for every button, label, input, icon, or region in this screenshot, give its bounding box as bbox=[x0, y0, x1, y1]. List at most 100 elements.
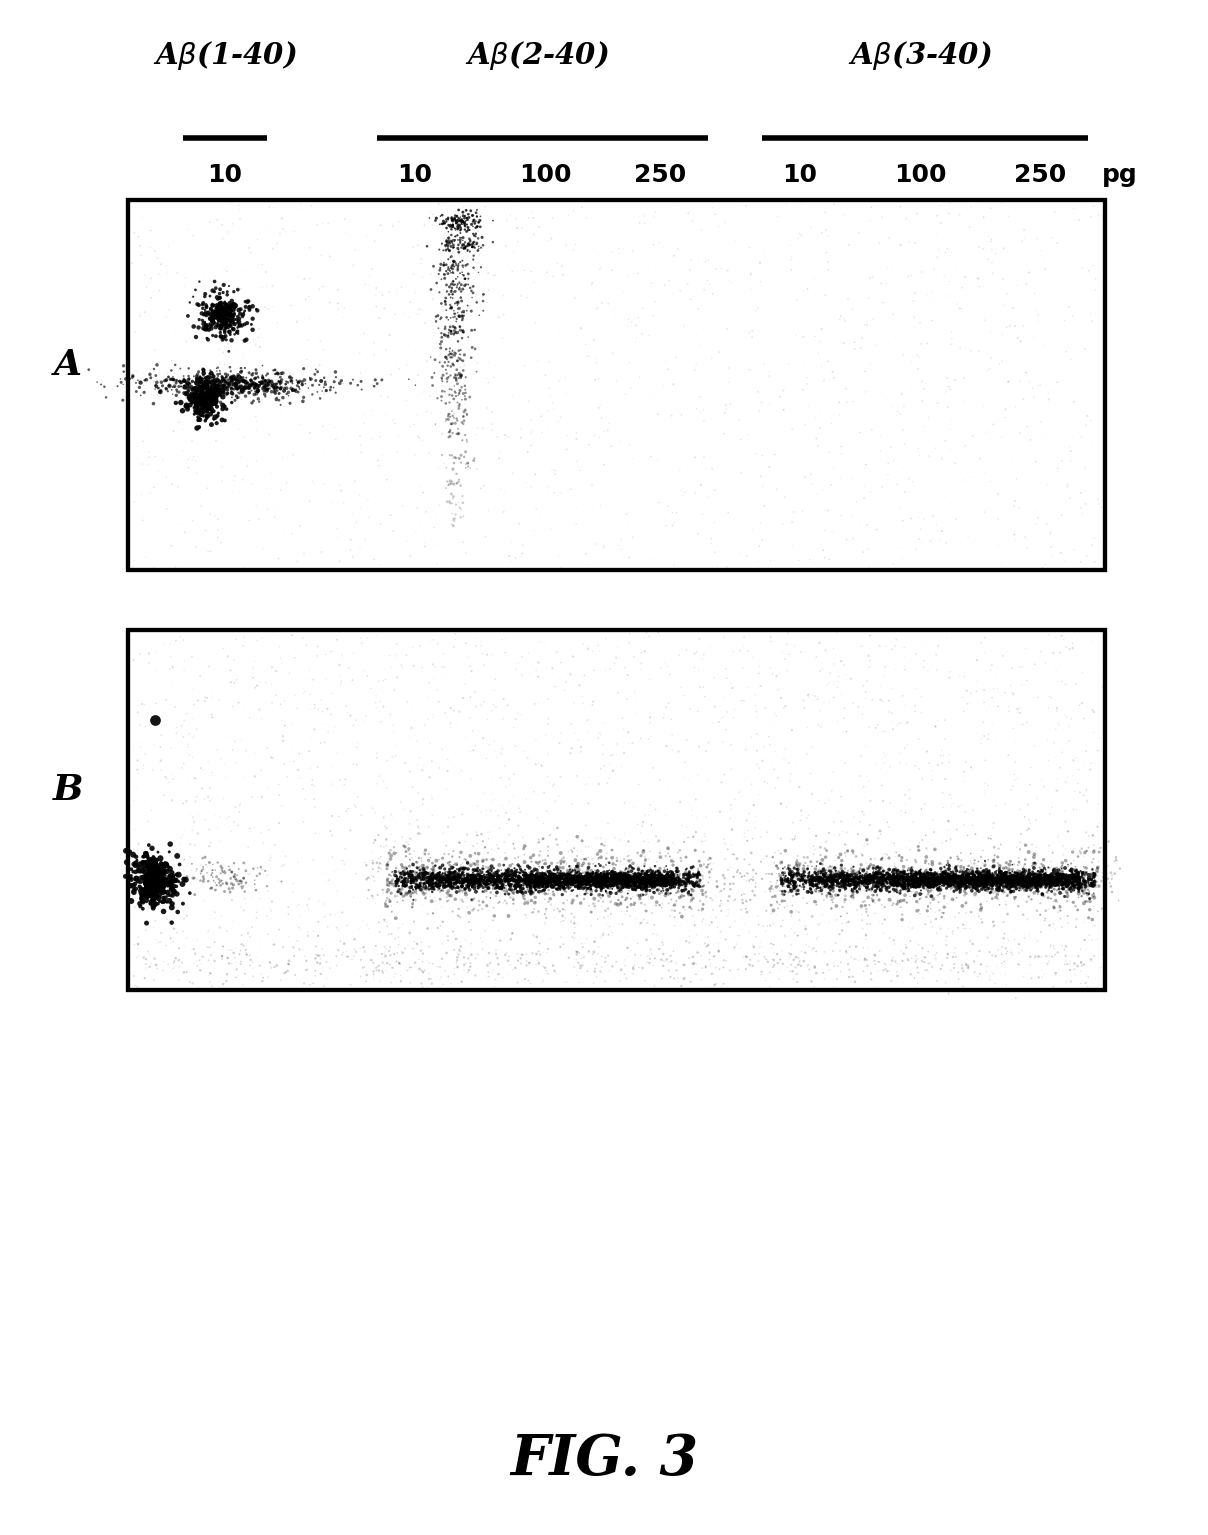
Point bbox=[935, 867, 954, 892]
Point bbox=[517, 875, 536, 900]
Point bbox=[697, 855, 716, 880]
Point bbox=[298, 924, 318, 949]
Point bbox=[831, 809, 850, 834]
Point bbox=[472, 929, 492, 953]
Point bbox=[1052, 870, 1071, 895]
Point bbox=[633, 864, 652, 889]
Point bbox=[683, 872, 702, 896]
Point bbox=[401, 863, 420, 887]
Point bbox=[544, 953, 563, 978]
Point bbox=[871, 860, 890, 884]
Point bbox=[274, 520, 294, 545]
Point bbox=[146, 847, 165, 872]
Point bbox=[992, 872, 1011, 896]
Point bbox=[443, 235, 463, 259]
Point bbox=[1017, 866, 1036, 890]
Point bbox=[1004, 872, 1023, 896]
Point bbox=[188, 388, 208, 413]
Point bbox=[656, 514, 675, 539]
Point bbox=[426, 870, 446, 895]
Point bbox=[865, 944, 884, 969]
Point bbox=[182, 508, 202, 533]
Point bbox=[725, 843, 744, 867]
Point bbox=[632, 867, 651, 892]
Point bbox=[814, 869, 834, 893]
Point bbox=[215, 289, 234, 313]
Point bbox=[256, 368, 275, 393]
Point bbox=[772, 872, 791, 896]
Point bbox=[352, 378, 371, 402]
Point bbox=[413, 853, 432, 878]
Point bbox=[492, 872, 511, 896]
Point bbox=[789, 946, 808, 970]
Point bbox=[954, 467, 974, 491]
Point bbox=[214, 935, 233, 959]
Point bbox=[806, 869, 825, 893]
Point bbox=[161, 907, 180, 932]
Point bbox=[811, 880, 830, 904]
Point bbox=[448, 290, 467, 315]
Point bbox=[1067, 867, 1086, 892]
Point bbox=[381, 847, 400, 872]
Point bbox=[705, 477, 725, 502]
Point bbox=[1023, 870, 1043, 895]
Point bbox=[460, 456, 480, 480]
Point bbox=[949, 872, 969, 896]
Point bbox=[703, 281, 722, 305]
Point bbox=[388, 866, 407, 890]
Point bbox=[141, 864, 161, 889]
Point bbox=[988, 867, 1007, 892]
Point bbox=[1028, 866, 1047, 890]
Point bbox=[873, 921, 893, 946]
Point bbox=[968, 870, 987, 895]
Point bbox=[524, 896, 544, 921]
Point bbox=[451, 218, 470, 243]
Point bbox=[522, 864, 541, 889]
Point bbox=[1011, 866, 1030, 890]
Point bbox=[1026, 866, 1045, 890]
Point bbox=[449, 447, 469, 471]
Point bbox=[201, 313, 220, 338]
Point bbox=[918, 861, 937, 886]
Point bbox=[691, 333, 710, 358]
Point bbox=[215, 298, 234, 322]
Point bbox=[872, 893, 892, 918]
Point bbox=[658, 870, 678, 895]
Point bbox=[898, 867, 917, 892]
Point bbox=[663, 863, 683, 887]
Point bbox=[1030, 869, 1050, 893]
Point bbox=[602, 872, 621, 896]
Point bbox=[597, 867, 616, 892]
Point bbox=[789, 881, 808, 906]
Point bbox=[564, 869, 583, 893]
Point bbox=[403, 635, 423, 660]
Point bbox=[139, 876, 158, 901]
Point bbox=[647, 866, 667, 890]
Point bbox=[1078, 404, 1097, 428]
Point bbox=[742, 772, 761, 797]
Point bbox=[475, 689, 494, 714]
Point bbox=[546, 867, 565, 892]
Point bbox=[583, 869, 603, 893]
Point bbox=[929, 866, 948, 890]
Point bbox=[999, 867, 1018, 892]
Point bbox=[824, 863, 843, 887]
Point bbox=[942, 860, 962, 884]
Point bbox=[394, 869, 413, 893]
Point bbox=[937, 365, 957, 390]
Point bbox=[1055, 864, 1074, 889]
Point bbox=[211, 313, 231, 338]
Point bbox=[1067, 866, 1086, 890]
Point bbox=[384, 964, 403, 989]
Point bbox=[956, 864, 975, 889]
Point bbox=[231, 301, 250, 325]
Point bbox=[182, 645, 202, 669]
Point bbox=[540, 867, 559, 892]
Point bbox=[749, 662, 768, 686]
Point bbox=[633, 841, 652, 866]
Point bbox=[832, 863, 852, 887]
Point bbox=[1058, 904, 1078, 929]
Point bbox=[823, 875, 842, 900]
Point bbox=[476, 872, 495, 896]
Point bbox=[400, 918, 419, 942]
